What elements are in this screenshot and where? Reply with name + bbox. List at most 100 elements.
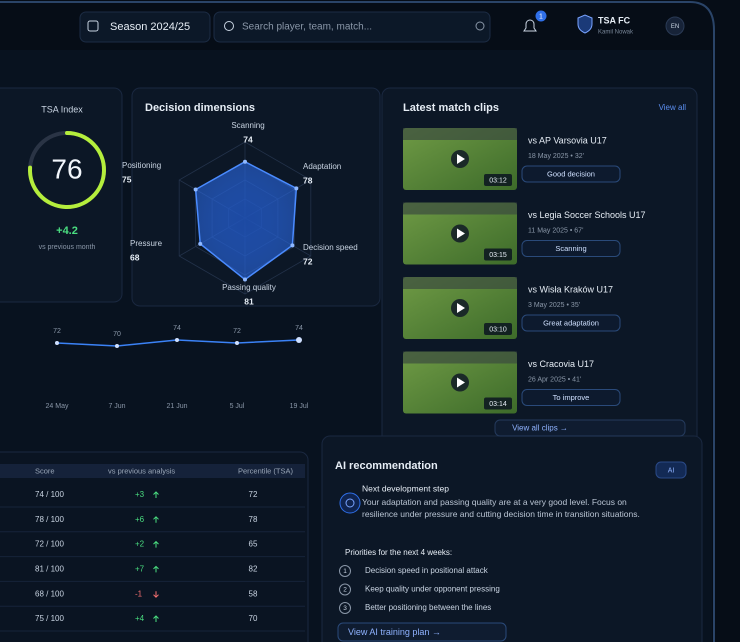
clip-title[interactable]: vs AP Varsovia U17	[528, 135, 607, 145]
clip-tag	[521, 165, 621, 183]
clips-title: Latest match clips	[403, 102, 499, 114]
gauge-arc	[28, 131, 106, 209]
clip-stands	[403, 351, 517, 364]
radar-axis-label: Passing quality	[222, 283, 276, 292]
trend-date-label: 24 May	[46, 403, 69, 410]
tsa-label: TSA Index	[41, 104, 83, 114]
change-arrow	[153, 516, 159, 523]
user-name: Kamil Nowak	[598, 30, 634, 36]
view-all-clips[interactable]: View all clips →	[512, 424, 568, 433]
radar-axis-label: Positioning	[122, 161, 161, 170]
clip-stands	[403, 128, 517, 140]
clip-duration: 03:14	[489, 401, 507, 408]
change-arrow	[153, 615, 159, 622]
percentile-cell: 58	[249, 589, 258, 598]
priority-marker	[339, 565, 351, 577]
play-icon	[457, 154, 465, 164]
score-cell: 78 / 100	[35, 515, 64, 524]
radar-axis-label: Pressure	[130, 239, 163, 248]
season-label: Season 2024/25	[110, 21, 190, 33]
trend-value-label: 74	[295, 325, 303, 332]
score-cell: 72 / 100	[35, 540, 64, 549]
tsa-change: +4.2	[56, 225, 78, 237]
ai-plan-button[interactable]	[337, 622, 507, 642]
radar-axis-value: 74	[243, 134, 253, 144]
score-cell: 81 / 100	[35, 565, 64, 574]
radar-axis-value: 72	[303, 256, 313, 266]
clip-stands	[403, 277, 517, 289]
search-button[interactable]	[475, 21, 485, 31]
club-name: TSA FC	[598, 15, 631, 25]
search-icon	[224, 21, 234, 31]
ai-badge	[655, 461, 687, 479]
play-icon	[457, 228, 465, 239]
device-frame	[0, 0, 715, 642]
ai-badge-label: AI	[668, 467, 675, 474]
clip-duration: 03:12	[489, 177, 507, 184]
clip-stands	[403, 202, 517, 215]
trend-value-label: 72	[53, 328, 61, 335]
table-card	[0, 451, 309, 642]
trend-date-label: 19 Jul	[290, 403, 309, 410]
table-header	[0, 464, 305, 478]
priority-text: Decision speed in positional attack	[365, 566, 489, 575]
radar-point	[294, 186, 299, 191]
clip-tag	[521, 314, 621, 332]
clip-duration: 03:10	[489, 326, 507, 333]
clip-title[interactable]: vs Legia Soccer Schools U17	[528, 210, 646, 220]
trend-point	[235, 341, 239, 345]
priority-marker	[339, 602, 351, 614]
radar-point	[198, 241, 203, 246]
bell-icon[interactable]	[523, 19, 537, 32]
duration-badge	[484, 323, 512, 335]
step-icon	[339, 492, 361, 514]
clip-tag-label: Scanning	[555, 244, 586, 253]
play-icon	[457, 377, 465, 388]
clip-tag-label: To improve	[553, 393, 590, 402]
season-selector[interactable]	[79, 11, 211, 43]
change-arrow	[153, 540, 159, 548]
clip-meta: 26 Apr 2025 • 41'	[528, 376, 581, 383]
change-cell: +7	[135, 565, 145, 574]
priority-number: 3	[343, 605, 347, 612]
trend-value-label: 72	[233, 328, 241, 335]
priority-text: Keep quality under opponent pressing	[365, 585, 500, 594]
priority-marker	[339, 583, 351, 596]
percentile-cell: 82	[249, 565, 258, 574]
ai-plan-button-label[interactable]: View AI training plan →	[348, 627, 441, 637]
radar-axis-value: 78	[303, 175, 313, 185]
step-text: Your adaptation and passing quality are …	[362, 497, 640, 519]
radar-point	[243, 159, 247, 164]
change-cell: +6	[135, 515, 145, 524]
search-box[interactable]	[213, 11, 491, 43]
clip-duration: 03:15	[489, 252, 507, 259]
trend-point	[115, 344, 119, 348]
priorities-title: Priorities for the next 4 weeks:	[345, 548, 452, 557]
notification-badge	[535, 10, 547, 22]
view-all-link[interactable]: View all	[659, 103, 687, 112]
trend-date-label: 7 Jun	[108, 403, 125, 410]
clip-title[interactable]: vs Wisła Kraków U17	[528, 284, 613, 294]
table-column-header: vs previous analysis	[108, 466, 175, 475]
clip-tag	[521, 389, 621, 406]
radar-axis-label: Scanning	[231, 121, 264, 130]
trend-value-label: 70	[113, 331, 121, 338]
tsa-card	[0, 87, 123, 303]
language-code: EN	[671, 24, 679, 30]
language-selector[interactable]	[665, 16, 685, 36]
radar-point	[243, 277, 247, 282]
tsa-change-label: vs previous month	[39, 244, 96, 251]
radar-point	[290, 243, 295, 248]
view-all-clips-button[interactable]	[494, 419, 686, 437]
percentile-cell: 78	[249, 515, 258, 524]
ai-title: AI recommendation	[335, 460, 438, 472]
radar-axis-value: 81	[244, 296, 254, 306]
duration-badge	[484, 397, 512, 410]
percentile-cell: 65	[249, 540, 258, 549]
percentile-cell: 72	[249, 490, 258, 499]
percentile-cell: 70	[249, 614, 258, 623]
tsa-value: 76	[51, 153, 82, 184]
clip-title[interactable]: vs Cracovia U17	[528, 359, 594, 369]
